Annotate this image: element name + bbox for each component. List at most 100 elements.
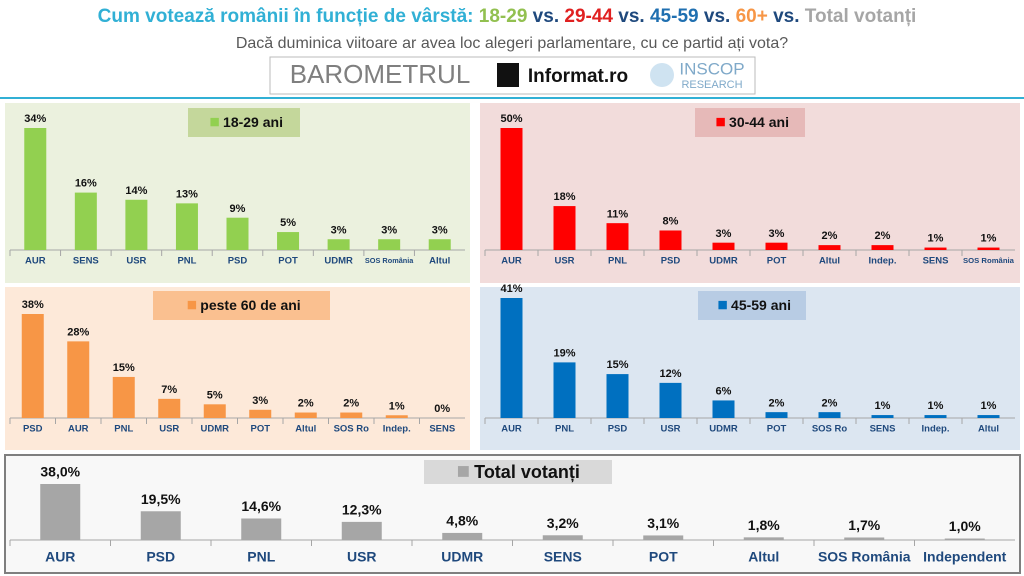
- legend-box: [153, 291, 330, 320]
- category-label: USR: [159, 424, 179, 435]
- value-label: 1%: [875, 400, 891, 412]
- category-label: AUR: [45, 549, 75, 565]
- logo: INSCOP: [679, 59, 744, 78]
- category-label: USR: [347, 549, 377, 565]
- value-label: 3%: [769, 228, 785, 240]
- logo-icon: [497, 63, 519, 87]
- value-label: 1%: [981, 233, 997, 245]
- title-part: vs.: [527, 6, 564, 27]
- value-label: 12,3%: [342, 501, 382, 517]
- legend-label: 30-44 ani: [729, 114, 789, 130]
- value-label: 16%: [75, 178, 97, 190]
- bar: [606, 223, 629, 250]
- category-label: POT: [278, 256, 298, 267]
- value-label: 5%: [280, 217, 296, 229]
- category-label: PSD: [146, 549, 175, 565]
- category-label: AUR: [501, 256, 522, 267]
- bar: [712, 400, 735, 418]
- value-label: 7%: [161, 384, 177, 396]
- legend-swatch: [187, 300, 197, 310]
- bar: [158, 398, 181, 418]
- value-label: 3%: [432, 224, 448, 236]
- bar: [659, 382, 682, 418]
- category-label: PNL: [608, 256, 627, 267]
- legend-box: [188, 108, 300, 137]
- category-label: PSD: [228, 256, 248, 267]
- legend-label: Total votanți: [474, 462, 580, 482]
- bar: [175, 203, 198, 250]
- bar: [500, 128, 523, 250]
- logo: BAROMETRUL: [290, 59, 471, 89]
- value-label: 8%: [663, 216, 679, 228]
- legend-swatch: [210, 117, 219, 127]
- category-label: Altul: [748, 549, 779, 565]
- value-label: 3,2%: [547, 515, 579, 531]
- category-label: SENS: [870, 424, 896, 435]
- value-label: 3%: [716, 228, 732, 240]
- legend-box: [424, 460, 612, 484]
- title-part: vs.: [768, 6, 805, 27]
- bar: [67, 341, 90, 418]
- bar: [659, 230, 682, 250]
- category-label: UDMR: [709, 256, 738, 267]
- value-label: 3%: [331, 224, 347, 236]
- legend-swatch: [716, 117, 725, 127]
- category-label: Altul: [429, 256, 450, 267]
- value-label: 1,7%: [848, 517, 880, 533]
- value-label: 28%: [67, 326, 89, 338]
- bar: [844, 537, 885, 540]
- bar: [977, 415, 1000, 418]
- bar: [241, 518, 282, 540]
- logo: RESEARCH: [681, 79, 742, 91]
- category-label: USR: [126, 256, 146, 267]
- legend-label: peste 60 de ani: [200, 297, 300, 313]
- bar: [818, 245, 841, 250]
- value-label: 2%: [875, 230, 891, 242]
- category-label: UDMR: [441, 549, 483, 565]
- category-label: UDMR: [709, 424, 738, 435]
- value-label: 2%: [769, 397, 785, 409]
- category-label: SOS România: [818, 549, 911, 565]
- category-label: PSD: [23, 424, 43, 435]
- category-label: USR: [660, 424, 680, 435]
- bar: [553, 206, 576, 250]
- title: Cum votează românii în funcție de vârstă…: [98, 6, 917, 27]
- title-part: 60+: [736, 6, 768, 27]
- category-label: Independent: [923, 549, 1007, 565]
- value-label: 5%: [207, 389, 223, 401]
- title-part: 18-29: [479, 6, 528, 27]
- bar: [203, 404, 226, 418]
- bar: [112, 376, 135, 418]
- category-label: PSD: [608, 424, 628, 435]
- value-label: 1%: [981, 400, 997, 412]
- category-label: SOS Ro: [812, 424, 848, 435]
- bar: [21, 314, 44, 418]
- legend-box: [698, 291, 806, 320]
- bar: [924, 415, 947, 418]
- category-label: SENS: [429, 424, 455, 435]
- category-label: USR: [554, 256, 574, 267]
- bar: [294, 412, 317, 418]
- bar: [341, 521, 382, 540]
- value-label: 38,0%: [40, 464, 80, 480]
- legend-box: [695, 108, 805, 137]
- title-part: Total votanți: [805, 6, 917, 27]
- category-label: PNL: [177, 256, 196, 267]
- value-label: 14%: [125, 185, 147, 197]
- value-label: 1%: [928, 400, 944, 412]
- logo-icon: [650, 63, 674, 87]
- bar: [944, 538, 985, 540]
- category-label: AUR: [68, 424, 89, 435]
- value-label: 11%: [607, 208, 629, 220]
- legend-label: 18-29 ani: [223, 114, 283, 130]
- bar: [40, 484, 81, 540]
- category-label: SOS România: [365, 256, 414, 265]
- value-label: 15%: [113, 362, 135, 374]
- legend-swatch: [718, 300, 727, 310]
- subtitle: Dacă duminica viitoare ar avea loc alege…: [236, 35, 788, 52]
- value-label: 18%: [553, 191, 575, 203]
- category-label: UDMR: [201, 424, 230, 435]
- bar: [24, 128, 47, 250]
